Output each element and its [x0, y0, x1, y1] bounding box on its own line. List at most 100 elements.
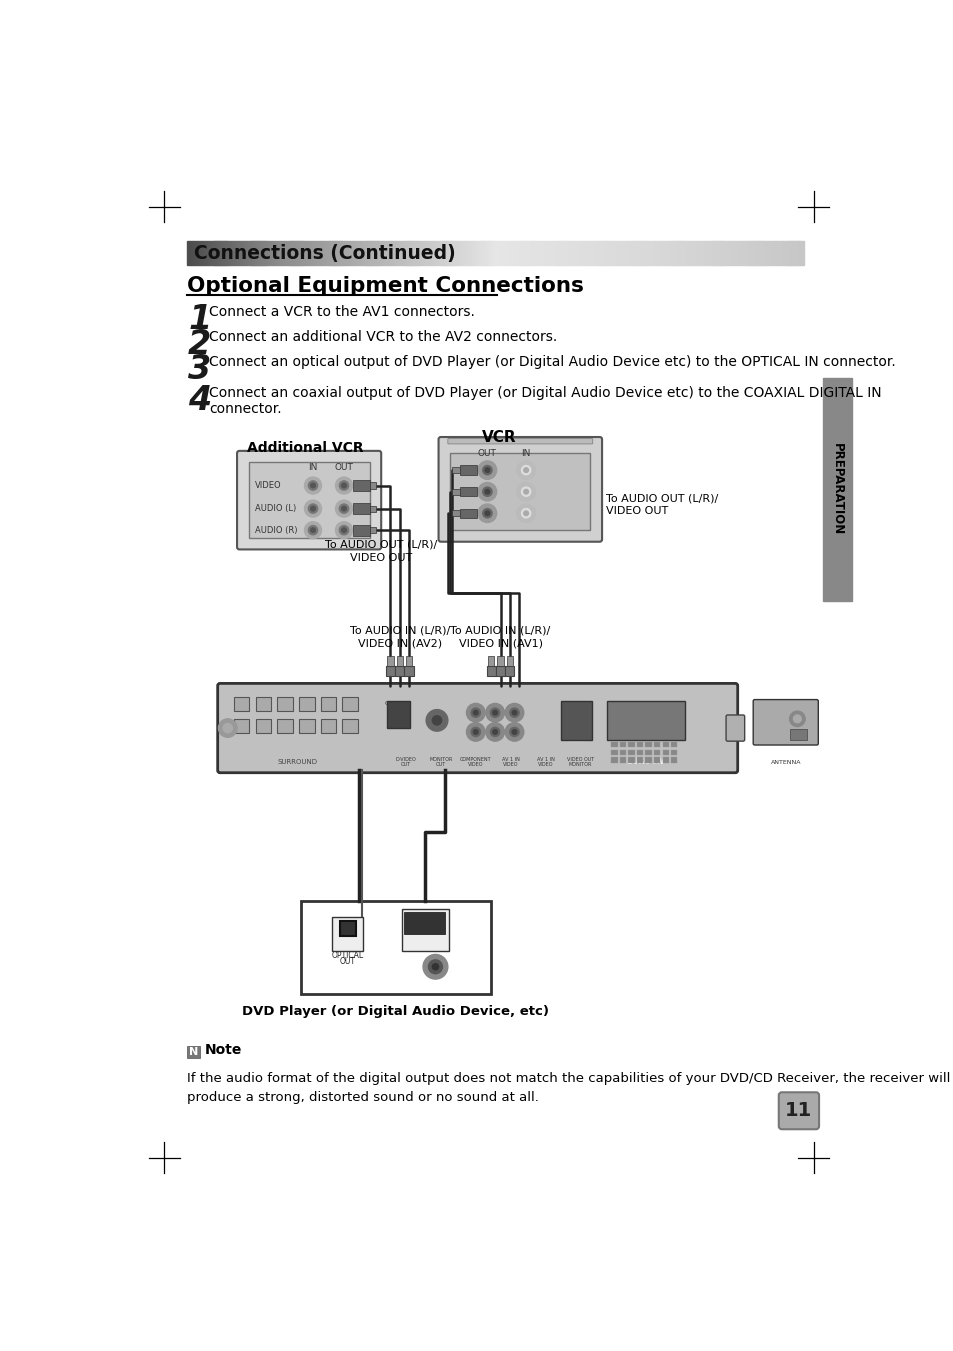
Circle shape [523, 511, 528, 516]
Bar [722, 242, 725, 265]
Bar [436, 242, 438, 265]
Circle shape [517, 482, 535, 501]
Circle shape [521, 488, 530, 496]
Text: SCART: SCART [567, 739, 585, 744]
Bar [729, 242, 731, 265]
Bar [231, 242, 233, 265]
Bar [512, 242, 514, 265]
Bar [612, 242, 615, 265]
Bar [353, 480, 369, 490]
Bar [402, 909, 448, 951]
Bar [699, 242, 700, 265]
Bar [220, 242, 222, 265]
Bar [486, 666, 496, 677]
Bar [569, 242, 571, 265]
FancyBboxPatch shape [217, 684, 737, 773]
Bar [540, 242, 542, 265]
Text: D-VIDEO
OUT: D-VIDEO OUT [395, 757, 416, 767]
Bar [772, 242, 775, 265]
Bar [284, 242, 286, 265]
Bar [320, 697, 335, 711]
Bar [653, 242, 656, 265]
Bar [195, 242, 198, 265]
Bar [253, 242, 255, 265]
Bar [694, 242, 697, 265]
Bar [411, 242, 414, 265]
Bar [407, 242, 409, 265]
Bar [647, 242, 649, 265]
Bar [637, 242, 639, 265]
Bar [497, 242, 499, 265]
Bar [257, 242, 259, 265]
Bar [462, 242, 465, 265]
Circle shape [521, 508, 530, 517]
Text: DVD Player (or Digital Audio Device, etc): DVD Player (or Digital Audio Device, etc… [242, 1005, 549, 1017]
Bar [347, 242, 350, 265]
Bar [331, 242, 334, 265]
Bar [663, 242, 665, 265]
Circle shape [789, 711, 804, 727]
Bar [571, 242, 574, 265]
Bar [240, 242, 243, 265]
Bar [696, 242, 699, 265]
Bar [224, 242, 227, 265]
Bar [562, 242, 565, 265]
Bar [747, 242, 750, 265]
Text: Connect an coaxial output of DVD Player (or Digital Audio Device etc) to the COA: Connect an coaxial output of DVD Player … [209, 386, 881, 416]
Bar [661, 758, 668, 763]
Bar [243, 242, 245, 265]
Bar [332, 917, 363, 951]
Bar [370, 242, 373, 265]
Bar [524, 242, 526, 265]
Bar [304, 242, 307, 265]
Bar [745, 242, 748, 265]
Bar [476, 242, 479, 265]
Bar [342, 697, 357, 711]
Bar [725, 242, 727, 265]
Bar [459, 466, 476, 474]
Bar [216, 242, 218, 265]
Bar [708, 242, 711, 265]
Bar [799, 242, 801, 265]
Bar [581, 242, 583, 265]
Bar [592, 242, 594, 265]
Bar [733, 242, 736, 265]
Circle shape [223, 723, 233, 732]
Bar [727, 242, 729, 265]
Circle shape [471, 708, 480, 717]
Bar [676, 242, 678, 265]
Bar [514, 242, 516, 265]
Bar [437, 242, 440, 265]
Text: Connect a VCR to the AV1 connectors.: Connect a VCR to the AV1 connectors. [209, 305, 475, 319]
Text: 4: 4 [188, 384, 212, 417]
Circle shape [485, 704, 504, 721]
Bar [557, 242, 559, 265]
Bar [404, 666, 414, 677]
Bar [288, 242, 291, 265]
Bar [353, 524, 369, 535]
Bar [622, 242, 624, 265]
Bar [255, 242, 257, 265]
Bar [355, 242, 358, 265]
Bar [376, 242, 378, 265]
Circle shape [509, 727, 518, 736]
Bar [247, 242, 249, 265]
Bar [713, 242, 715, 265]
Bar [388, 242, 391, 265]
Bar [313, 242, 314, 265]
Bar [793, 242, 795, 265]
Circle shape [490, 727, 499, 736]
Bar [667, 242, 670, 265]
Bar [626, 242, 629, 265]
Bar [516, 242, 517, 265]
Bar [635, 242, 637, 265]
Bar [369, 527, 375, 534]
Circle shape [335, 500, 353, 517]
Bar [294, 242, 296, 265]
Bar [193, 242, 196, 265]
Bar [578, 242, 579, 265]
Bar [611, 750, 617, 755]
Bar [386, 242, 389, 265]
Bar [655, 242, 658, 265]
Bar [587, 242, 590, 265]
